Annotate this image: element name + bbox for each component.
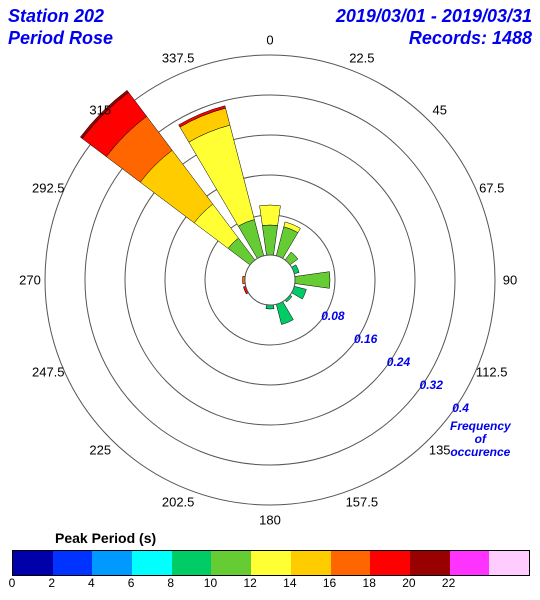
angle-label: 337.5 [162, 51, 195, 66]
colorbar-swatch [410, 551, 450, 575]
polar-chart: 022.54567.590112.5135157.5180202.5225247… [10, 40, 530, 520]
radial-value-label: 0.32 [420, 378, 443, 392]
radial-value-label: 0.08 [321, 309, 344, 323]
colorbar-swatch [251, 551, 291, 575]
angle-label: 22.5 [349, 51, 374, 66]
colorbar-tick: 8 [167, 576, 174, 590]
angle-label: 180 [259, 513, 281, 528]
radial-value-label: 0.24 [387, 355, 410, 369]
colorbar-swatch [450, 551, 490, 575]
station-title: Station 202 [8, 6, 113, 28]
colorbar-swatch [13, 551, 53, 575]
angle-label: 0 [266, 33, 273, 48]
colorbar-tick: 10 [204, 576, 217, 590]
colorbar-tick: 6 [128, 576, 135, 590]
angle-label: 292.5 [32, 181, 65, 196]
colorbar-tick: 12 [243, 576, 256, 590]
colorbar-swatch [132, 551, 172, 575]
angle-label: 202.5 [162, 494, 195, 509]
colorbar-tick: 18 [363, 576, 376, 590]
date-range: 2019/03/01 - 2019/03/31 [336, 6, 532, 28]
angle-label: 67.5 [479, 181, 504, 196]
colorbar-swatch [331, 551, 371, 575]
colorbar-swatch [291, 551, 331, 575]
colorbar [12, 550, 530, 576]
angle-label: 225 [89, 442, 111, 457]
colorbar-swatch [92, 551, 132, 575]
radial-value-label: 0.16 [354, 332, 377, 346]
radial-value-label: 0.4 [452, 401, 469, 415]
colorbar-ticks: 0 2 4 6 8 10 12 14 16 18 20 22 [12, 576, 528, 596]
colorbar-tick: 0 [9, 576, 16, 590]
angle-label: 315 [89, 103, 111, 118]
radial-axis-label: Frequencyofoccurence [450, 420, 511, 460]
angle-label: 135 [429, 442, 451, 457]
colorbar-tick: 4 [88, 576, 95, 590]
colorbar-swatch [370, 551, 410, 575]
colorbar-swatch [489, 551, 529, 575]
colorbar-swatch [53, 551, 93, 575]
colorbar-tick: 20 [402, 576, 415, 590]
colorbar-swatch [172, 551, 212, 575]
angle-label: 112.5 [476, 364, 508, 379]
colorbar-swatch [211, 551, 251, 575]
angle-label: 90 [503, 273, 517, 288]
colorbar-tick: 14 [283, 576, 296, 590]
angle-label: 247.5 [32, 364, 65, 379]
colorbar-tick: 2 [48, 576, 55, 590]
angle-label: 270 [19, 273, 41, 288]
colorbar-title: Peak Period (s) [55, 530, 156, 546]
colorbar-tick: 22 [442, 576, 455, 590]
angle-label: 45 [432, 103, 446, 118]
angle-label: 157.5 [346, 494, 379, 509]
colorbar-tick: 16 [323, 576, 336, 590]
